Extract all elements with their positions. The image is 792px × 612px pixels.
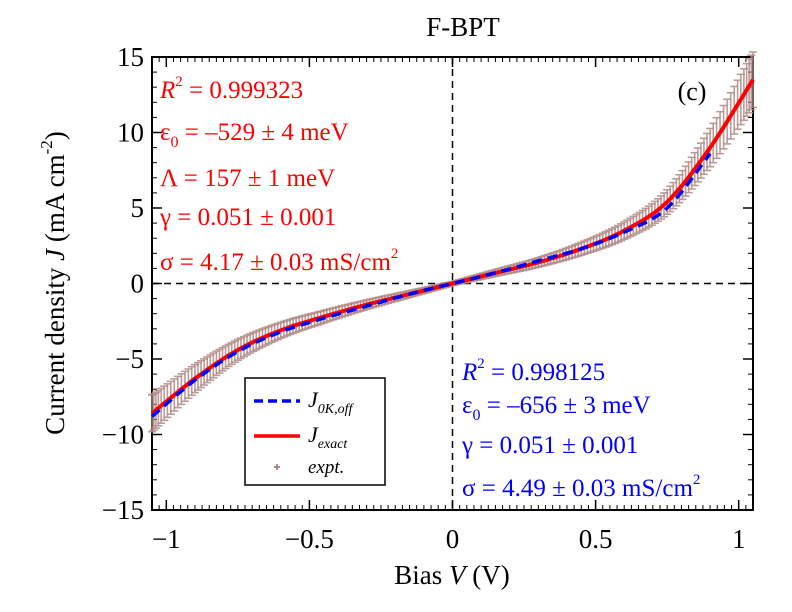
curve-j0k-off: [150, 152, 712, 418]
x-axis-label-unit: (V): [466, 560, 510, 590]
x-axis-label-text: Bias: [394, 560, 449, 590]
red-r2: R2 = 0.999323: [159, 74, 303, 104]
y-axis-label: Current density J (mA cm-2): [37, 131, 70, 435]
expt-markers: [148, 51, 757, 433]
x-tick-label: 0.5: [579, 524, 613, 554]
y-tick-label: −15: [102, 495, 144, 525]
y-tick-label: 15: [117, 42, 144, 72]
expt-point: [749, 51, 757, 109]
y-axis-label-text: Current density: [40, 261, 70, 435]
y-tick-label: 0: [131, 269, 145, 299]
red-eps0: ε0 = –529 ± 4 meV: [160, 119, 349, 151]
y-axis-label-unit: (mA cm: [40, 154, 70, 249]
legend: J0K,off Jexact expt.: [244, 377, 386, 486]
legend-label-red: Jexact: [308, 422, 348, 452]
y-axis-label-symbol: J: [40, 247, 70, 261]
red-gamma: γ = 0.051 ± 0.001: [159, 204, 336, 231]
blue-fit-annotation: R2 = 0.998125 ε0 = –656 ± 3 meV γ = 0.05…: [461, 356, 700, 502]
y-tick-label: −5: [115, 344, 144, 374]
legend-label-expt: expt.: [308, 457, 344, 478]
red-lambda: Λ = 157 ± 1 meV: [160, 165, 335, 192]
y-tick-label: 5: [131, 193, 145, 223]
x-tick-label: 1: [732, 524, 746, 554]
blue-r2: R2 = 0.998125: [461, 356, 605, 386]
x-axis-label-symbol: V: [449, 560, 469, 590]
y-axis-label-sup: -2: [37, 140, 56, 154]
y-tick-label: 10: [117, 118, 144, 148]
legend-label-blue: J0K,off: [308, 387, 354, 417]
y-axis-label-close: ): [40, 131, 70, 140]
legend-swatch-expt: [274, 464, 280, 470]
axis-tick-labels: −1 −0.5 0 0.5 1 −15 −10 −5 0 5 10 15: [102, 42, 746, 554]
x-tick-label: −0.5: [285, 524, 334, 554]
curve-j-exact: [150, 78, 755, 415]
blue-sigma: σ = 4.49 ± 0.03 mS/cm2: [462, 472, 700, 502]
x-axis-label: Bias V (V): [394, 560, 510, 590]
red-sigma: σ = 4.17 ± 0.03 mS/cm2: [160, 246, 398, 276]
fit-curves: [150, 78, 755, 418]
legend-box: [244, 377, 386, 486]
panel-label: (c): [678, 77, 707, 106]
x-tick-label: 0: [446, 524, 460, 554]
red-fit-annotation: R2 = 0.999323 ε0 = –529 ± 4 meV Λ = 157 …: [159, 74, 398, 276]
y-tick-label: −10: [102, 420, 144, 450]
chart-title: F-BPT: [426, 12, 500, 42]
x-tick-label: −1: [152, 524, 181, 554]
blue-eps0: ε0 = –656 ± 3 meV: [462, 392, 651, 424]
blue-gamma: γ = 0.051 ± 0.001: [461, 432, 638, 459]
